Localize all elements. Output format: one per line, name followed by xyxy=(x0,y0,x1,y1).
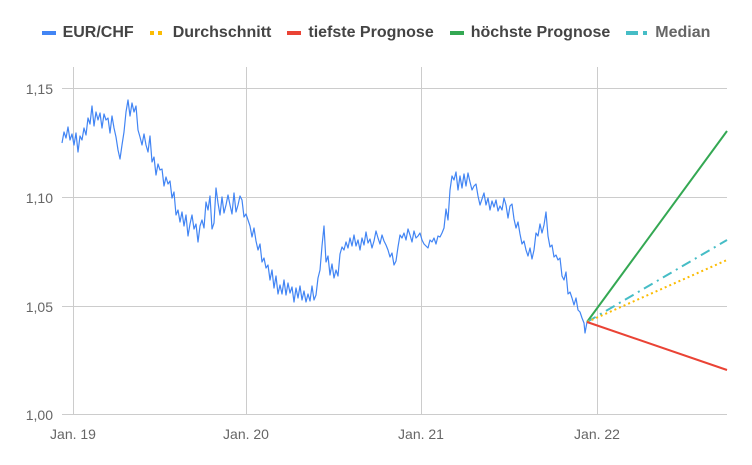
x-gridlines xyxy=(73,67,598,414)
series-durchschnitt-line xyxy=(586,259,728,323)
legend-item-eurchf[interactable]: EUR/CHF xyxy=(41,24,134,42)
chart-legend: EUR/CHF Durchschnitt tiefste Prognose hö… xyxy=(0,22,752,44)
legend-item-median[interactable]: Median xyxy=(626,24,710,42)
legend-label: Median xyxy=(655,24,711,41)
legend-swatch-dotted-icon xyxy=(149,31,166,35)
legend-swatch-dashdot-icon xyxy=(626,31,649,35)
legend-item-durchschnitt[interactable]: Durchschnitt xyxy=(149,24,272,42)
legend-label: tiefste Prognose xyxy=(308,24,434,41)
series-median-line xyxy=(586,239,728,323)
legend-swatch-solid-icon xyxy=(287,31,302,35)
series-tiefste-prognose-line xyxy=(586,321,728,371)
x-tick-label: Jan. 20 xyxy=(223,426,269,442)
x-tick-label: Jan. 19 xyxy=(50,426,96,442)
series-eurchf-line xyxy=(61,99,588,334)
legend-item-tiefste-prognose[interactable]: tiefste Prognose xyxy=(287,24,434,42)
legend-swatch-solid-icon xyxy=(41,31,56,35)
y-tick-label: 1,15 xyxy=(26,81,53,97)
y-tick-label: 1,00 xyxy=(26,407,53,423)
legend-label: EUR/CHF xyxy=(62,24,134,41)
legend-label: höchste Prognose xyxy=(470,24,611,41)
series-hoechste-prognose-line xyxy=(586,130,728,323)
x-tick-label: Jan. 21 xyxy=(398,426,444,442)
legend-item-hoechste-prognose[interactable]: höchste Prognose xyxy=(449,24,611,42)
legend-swatch-solid-icon xyxy=(449,31,464,35)
y-tick-label: 1,05 xyxy=(26,299,53,315)
legend-label: Durchschnitt xyxy=(172,24,272,41)
y-gridlines xyxy=(62,88,727,307)
x-tick-label: Jan. 22 xyxy=(574,426,620,442)
y-tick-label: 1,10 xyxy=(26,190,53,206)
